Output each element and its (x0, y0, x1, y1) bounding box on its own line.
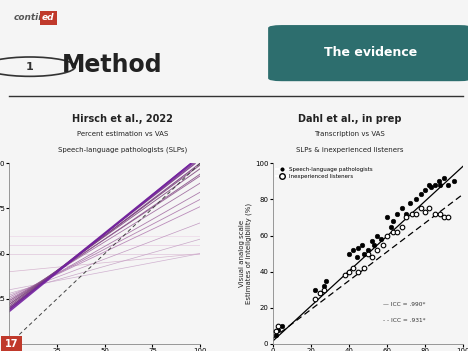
Point (408, 211, 416, 217)
Point (311, 296, 318, 302)
Point (393, 229, 400, 235)
Point (431, 182, 439, 188)
Point (316, 291, 324, 296)
Point (421, 187, 429, 193)
Point (341, 272, 349, 278)
Text: ed: ed (42, 13, 55, 22)
Text: Hirsch et al., 2022: Hirsch et al., 2022 (73, 114, 173, 124)
Point (355, 269, 362, 274)
Point (444, 215, 452, 220)
Point (389, 218, 396, 224)
Point (320, 287, 328, 293)
Point (437, 182, 444, 188)
Point (425, 182, 433, 188)
Text: Method: Method (62, 53, 162, 77)
Text: The evidence: The evidence (324, 46, 417, 59)
Y-axis label: Visual analog scale
Estimates of inteligibility (%): Visual analog scale Estimates of intelig… (239, 203, 252, 304)
Point (444, 182, 452, 188)
Point (417, 191, 425, 197)
Point (316, 291, 324, 296)
Point (360, 265, 368, 271)
Text: SLPs & inexperienced listeners: SLPs & inexperienced listeners (296, 147, 403, 153)
Point (275, 327, 282, 332)
Point (435, 179, 442, 184)
Point (311, 287, 318, 293)
Point (278, 323, 286, 329)
Point (322, 278, 330, 284)
Point (450, 179, 458, 184)
Point (273, 329, 280, 334)
Point (402, 211, 410, 217)
Text: Speech-language pathologists (SLPs): Speech-language pathologists (SLPs) (58, 147, 188, 153)
Text: Percent estimation vs VAS: Percent estimation vs VAS (77, 131, 168, 137)
Point (393, 211, 400, 217)
Point (437, 211, 444, 217)
Point (374, 247, 381, 253)
Point (364, 247, 372, 253)
Point (349, 247, 357, 253)
Point (349, 265, 357, 271)
Point (406, 200, 414, 206)
Text: continu: continu (14, 13, 52, 22)
Legend: Speech-language pathologists, Inexperienced listeners: Speech-language pathologists, Inexperien… (275, 166, 374, 180)
Point (412, 197, 419, 202)
Point (440, 175, 448, 180)
Point (440, 215, 448, 220)
Point (353, 254, 360, 260)
Point (425, 206, 433, 211)
Point (378, 236, 385, 242)
Point (427, 184, 435, 190)
Text: Dahl et al., in prep: Dahl et al., in prep (298, 114, 402, 124)
Text: Transcription vs VAS: Transcription vs VAS (314, 131, 385, 137)
Text: 17: 17 (5, 339, 18, 350)
Point (370, 242, 377, 247)
Point (374, 233, 381, 238)
Point (399, 224, 406, 229)
Point (364, 251, 372, 257)
Point (275, 323, 282, 329)
Point (387, 224, 395, 229)
Point (402, 215, 410, 220)
Point (399, 206, 406, 211)
Point (345, 251, 352, 257)
Point (412, 211, 419, 217)
Text: - - ICC = .931*: - - ICC = .931* (383, 318, 426, 323)
Text: — ICC = .990*: — ICC = .990* (383, 302, 426, 307)
FancyBboxPatch shape (268, 25, 468, 81)
Point (320, 283, 328, 289)
Text: 1: 1 (26, 62, 34, 72)
Point (360, 251, 368, 257)
Point (383, 215, 391, 220)
Point (368, 238, 375, 244)
Point (358, 242, 366, 247)
Point (421, 209, 429, 215)
Point (389, 229, 396, 235)
Point (345, 269, 352, 274)
Point (355, 245, 362, 251)
Point (431, 211, 439, 217)
Point (273, 332, 280, 338)
Point (383, 233, 391, 238)
Point (417, 206, 425, 211)
Point (380, 242, 387, 247)
Point (368, 254, 375, 260)
